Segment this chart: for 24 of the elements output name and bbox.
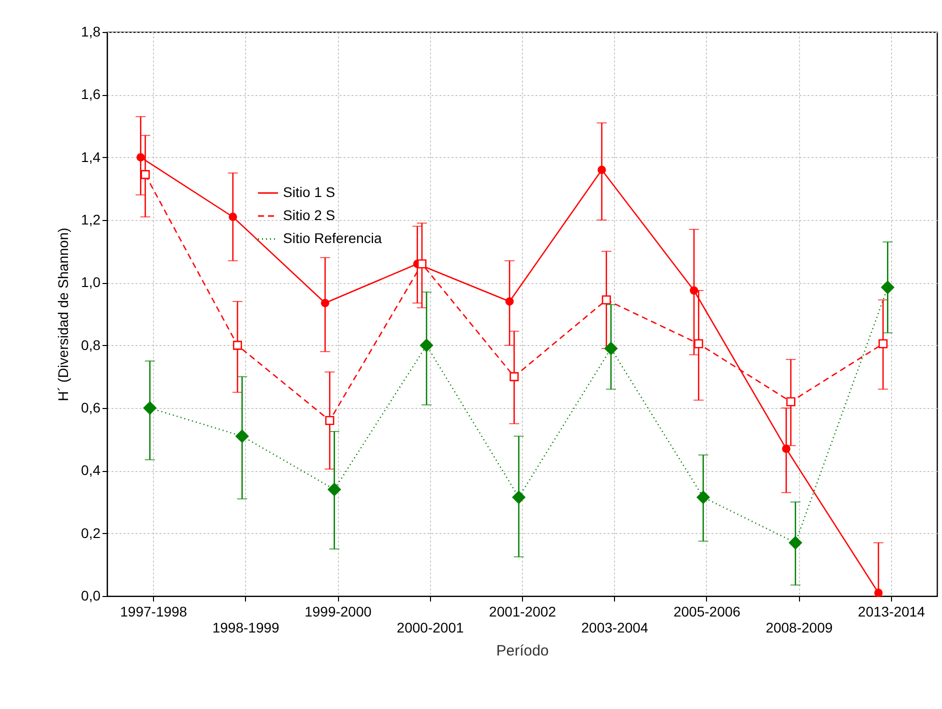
x-tick-label: 2008-2009 [766,620,833,636]
y-tick-label: 0,8 [81,336,101,353]
y-tick-label: 1,4 [81,148,101,165]
y-tick-label: 1,0 [81,274,101,290]
y-tick-label: 1,8 [81,24,101,40]
legend-label: Sitio 2 S [283,207,336,223]
x-tick-label: 1998-1999 [212,620,280,636]
x-tick-label: 2003-2004 [581,620,648,636]
y-tick-label: 0,6 [81,400,101,416]
legend-label: Sitio Referencia [283,230,382,246]
x-tick-label: 2013-2014 [858,604,926,620]
legend-label: Sitio 1 S [283,184,336,200]
x-tick-label: 2000-2001 [396,620,464,636]
x-tick-label: 2005-2006 [673,604,741,620]
y-tick-label: 0,4 [81,462,101,478]
y-axis-title: H´ (Diversidad de Shannon) [55,228,72,402]
x-axis-title: Período [496,642,549,660]
y-tick-label: 1,2 [81,212,101,228]
x-tick-label: 1999-2000 [304,604,372,620]
y-tick-label: 0,2 [81,524,101,541]
y-tick-label: 0,0 [81,588,101,604]
x-tick-label: 2001-2002 [489,604,556,620]
x-tick-label: 1997-1998 [120,604,188,620]
y-tick-label: 1,6 [81,86,101,102]
